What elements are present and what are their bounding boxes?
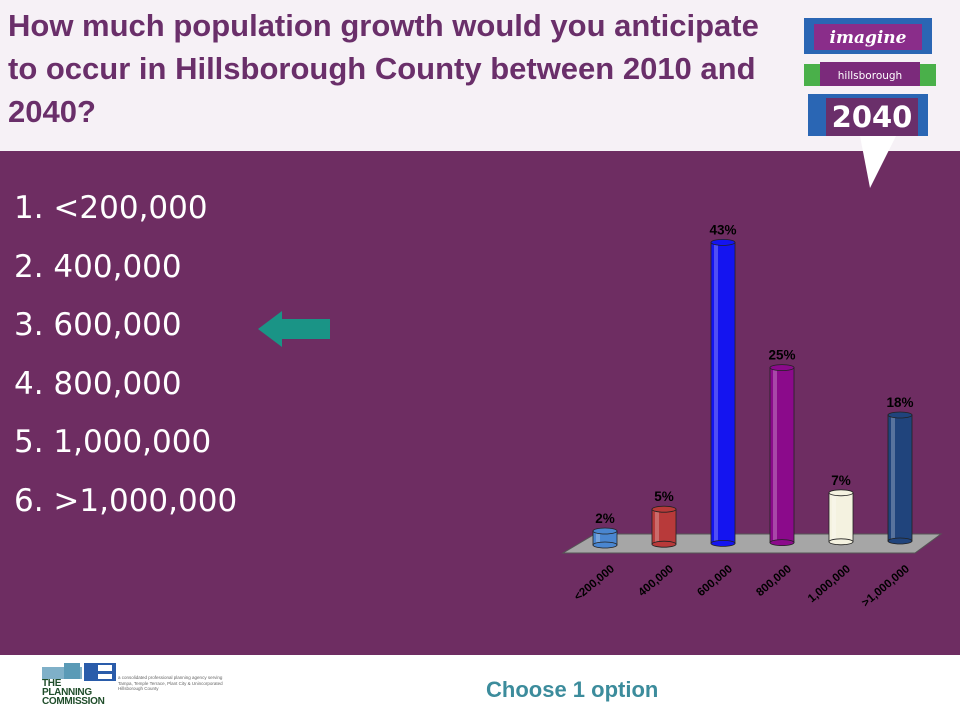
bar-1 — [592, 527, 618, 549]
main-panel — [0, 151, 960, 655]
data-label-1: 2% — [595, 511, 615, 526]
bar-4 — [769, 364, 795, 547]
answer-arrow-icon — [258, 311, 330, 347]
data-label-5: 7% — [831, 473, 851, 488]
bar-3 — [710, 239, 736, 547]
logo-line1: imagine — [830, 28, 907, 48]
planning-commission-logo — [42, 663, 116, 681]
results-bar-chart: 2% 5% 43% 25% 7% 18% <200,000 400,000 600,000 80… — [561, 222, 943, 610]
x-tick-label-2: 400,000 — [636, 563, 676, 599]
data-label-6: 18% — [886, 395, 913, 410]
x-tick-label-6: >1,000,000 — [860, 563, 912, 609]
planning-commission-name: THE PLANNING COMMISSION — [42, 678, 105, 707]
option-6: 6. >1,000,000 — [14, 482, 238, 519]
option-3: 3. 600,000 — [14, 307, 182, 343]
x-tick-label-3: 600,000 — [695, 563, 735, 599]
bar-5 — [828, 489, 854, 546]
option-4: 4. 800,000 — [14, 365, 182, 402]
footer — [0, 655, 960, 721]
x-tick-label-4: 800,000 — [754, 563, 794, 599]
x-tick-label-5: 1,000,000 — [806, 563, 853, 605]
option-2: 2. 400,000 — [14, 248, 182, 285]
logo-line3: 2040 — [832, 100, 913, 134]
option-1: 1. <200,000 — [14, 190, 208, 226]
instruction-text: Choose 1 option — [486, 677, 659, 702]
data-label-3: 43% — [709, 222, 736, 237]
logo-line2: hillsborough — [838, 70, 902, 82]
data-label-2: 5% — [654, 489, 674, 504]
chart-floor-plane — [561, 533, 943, 554]
x-tick-label-1: <200,000 — [572, 563, 617, 603]
logo-pointer-shape — [860, 136, 896, 188]
bar-6 — [887, 411, 913, 545]
data-label-4: 25% — [768, 348, 795, 363]
bar-2 — [651, 505, 677, 548]
option-5: 5. 1,000,000 — [14, 424, 212, 460]
answer-options-list: 1. <200,000 2. 400,000 3. 600,000 4. 800… — [14, 182, 237, 533]
planning-commission-description: a consolidated professional planning age… — [118, 675, 223, 691]
header: How much population growth would you ant… — [0, 0, 960, 151]
slide-title: How much population growth would you ant… — [8, 8, 759, 129]
imagine-hillsborough-2040-logo: imagine hillsborough 2040 — [804, 18, 936, 188]
